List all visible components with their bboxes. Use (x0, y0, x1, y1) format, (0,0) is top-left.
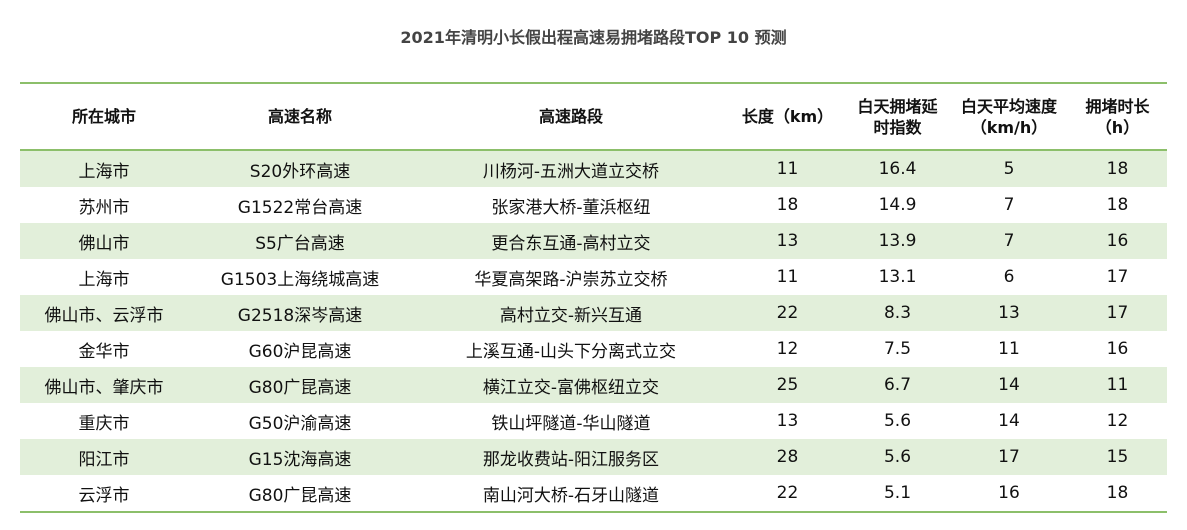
cell-length: 25 (776, 375, 799, 395)
cell-avg-speed: 7 (1003, 195, 1015, 215)
table-row: 阳江市 G15沈海高速 那龙收费站-阳江服务区 28 5.6 17 15 (20, 439, 1167, 475)
cell-length: 28 (776, 447, 799, 467)
column-header-delay-index: 白天拥堵延时指数 (857, 96, 938, 137)
cell-avg-speed: 13 (998, 303, 1020, 323)
table-row: 佛山市、云浮市 G2518深岑高速 高村立交-新兴互通 22 8.3 13 17 (20, 295, 1167, 331)
cell-section: 铁山坪隧道-华山隧道 (491, 413, 651, 434)
cell-section: 上溪互通-山头下分离式立交 (465, 341, 677, 362)
cell-delay-index: 8.3 (883, 303, 912, 323)
cell-section: 高村立交-新兴互通 (499, 305, 643, 326)
cell-duration: 11 (1106, 375, 1129, 395)
cell-city: 佛山市、云浮市 (44, 305, 164, 326)
cell-avg-speed: 17 (998, 447, 1020, 467)
cell-length: 22 (776, 303, 799, 323)
cell-delay-index: 14.9 (878, 195, 917, 215)
cell-section: 华夏高架路-沪崇苏立交桥 (474, 269, 668, 290)
cell-highway-name: G1522常台高速 (237, 197, 363, 218)
cell-delay-index: 13.1 (878, 267, 917, 287)
cell-length: 11 (776, 267, 799, 287)
table-row: 上海市 S20外环高速 川杨河-五洲大道立交桥 11 16.4 5 18 (20, 150, 1167, 187)
cell-city: 阳江市 (78, 449, 130, 470)
cell-duration: 18 (1106, 483, 1129, 503)
cell-city: 云浮市 (78, 485, 130, 506)
table-row: 重庆市 G50沪渝高速 铁山坪隧道-华山隧道 13 5.6 14 12 (20, 403, 1167, 439)
cell-highway-name: G80广昆高速 (248, 377, 352, 398)
table-row: 佛山市 S5广台高速 更合东互通-高村立交 13 13.9 7 16 (20, 223, 1167, 259)
cell-highway-name: G60沪昆高速 (248, 341, 352, 362)
cell-avg-speed: 16 (998, 483, 1020, 503)
cell-delay-index: 13.9 (878, 231, 917, 251)
cell-avg-speed: 6 (1003, 267, 1015, 287)
cell-delay-index: 5.6 (883, 411, 912, 431)
cell-duration: 17 (1106, 267, 1129, 287)
cell-city: 佛山市、肇庆市 (44, 377, 164, 398)
cell-highway-name: G1503上海绕城高速 (220, 269, 380, 290)
cell-city: 佛山市 (78, 233, 130, 254)
column-header-length: 长度（km） (741, 107, 834, 126)
cell-highway-name: G15沈海高速 (248, 449, 352, 470)
table-row: 佛山市、肇庆市 G80广昆高速 横江立交-富佛枢纽立交 25 6.7 14 11 (20, 367, 1167, 403)
cell-city: 金华市 (78, 341, 130, 362)
cell-section: 张家港大桥-董浜枢纽 (491, 197, 651, 218)
table-row: 金华市 G60沪昆高速 上溪互通-山头下分离式立交 12 7.5 11 16 (20, 331, 1167, 367)
cell-duration: 18 (1106, 159, 1129, 179)
cell-length: 12 (776, 339, 799, 359)
cell-city: 上海市 (78, 161, 130, 182)
cell-length: 11 (776, 159, 799, 179)
cell-duration: 18 (1106, 195, 1129, 215)
column-header-section: 高速路段 (538, 107, 603, 126)
cell-city: 重庆市 (78, 413, 130, 434)
cell-length: 22 (776, 483, 799, 503)
cell-duration: 16 (1106, 231, 1129, 251)
cell-highway-name: G80广昆高速 (248, 485, 352, 506)
cell-duration: 12 (1106, 411, 1129, 431)
cell-section: 南山河大桥-石牙山隧道 (482, 485, 660, 506)
cell-length: 18 (776, 195, 799, 215)
column-header-avg-speed: 白天平均速度（km/h） (960, 96, 1057, 137)
cell-duration: 16 (1106, 339, 1129, 359)
cell-city: 苏州市 (78, 197, 130, 218)
cell-city: 上海市 (78, 269, 130, 290)
cell-section: 那龙收费站-阳江服务区 (482, 449, 660, 470)
table-row: 云浮市 G80广昆高速 南山河大桥-石牙山隧道 22 5.1 16 18 (20, 475, 1167, 512)
cell-delay-index: 7.5 (883, 339, 912, 359)
table-row: 苏州市 G1522常台高速 张家港大桥-董浜枢纽 18 14.9 7 18 (20, 187, 1167, 223)
cell-section: 横江立交-富佛枢纽立交 (482, 377, 660, 398)
cell-delay-index: 6.7 (883, 375, 912, 395)
cell-avg-speed: 7 (1003, 231, 1015, 251)
table-title: 2021年清明小长假出程高速易拥堵路段TOP 10 预测 (400, 28, 787, 47)
cell-duration: 15 (1106, 447, 1129, 467)
cell-avg-speed: 14 (998, 411, 1020, 431)
cell-delay-index: 5.6 (883, 447, 912, 467)
cell-length: 13 (776, 231, 799, 251)
cell-duration: 17 (1106, 303, 1129, 323)
column-header-city: 所在城市 (71, 107, 136, 126)
cell-highway-name: G2518深岑高速 (237, 305, 363, 326)
table-row: 上海市 G1503上海绕城高速 华夏高架路-沪崇苏立交桥 11 13.1 6 17 (20, 259, 1167, 295)
cell-highway-name: S20外环高速 (249, 161, 351, 182)
cell-avg-speed: 5 (1003, 159, 1015, 179)
cell-highway-name: G50沪渝高速 (248, 413, 352, 434)
cell-highway-name: S5广台高速 (255, 233, 345, 254)
cell-delay-index: 5.1 (883, 483, 912, 503)
cell-section: 更合东互通-高村立交 (491, 233, 651, 254)
cell-avg-speed: 14 (998, 375, 1020, 395)
cell-section: 川杨河-五洲大道立交桥 (482, 161, 660, 182)
header-row: 所在城市 高速名称 高速路段 长度（km） 白天拥堵延时指数 白天平均速度（km… (20, 83, 1167, 150)
cell-length: 13 (776, 411, 799, 431)
column-header-highway-name: 高速名称 (267, 107, 332, 126)
congestion-table: 所在城市 高速名称 高速路段 长度（km） 白天拥堵延时指数 白天平均速度（km… (20, 82, 1167, 513)
column-header-duration: 拥堵时长（h） (1085, 96, 1150, 137)
cell-avg-speed: 11 (998, 339, 1020, 359)
cell-delay-index: 16.4 (878, 159, 917, 179)
